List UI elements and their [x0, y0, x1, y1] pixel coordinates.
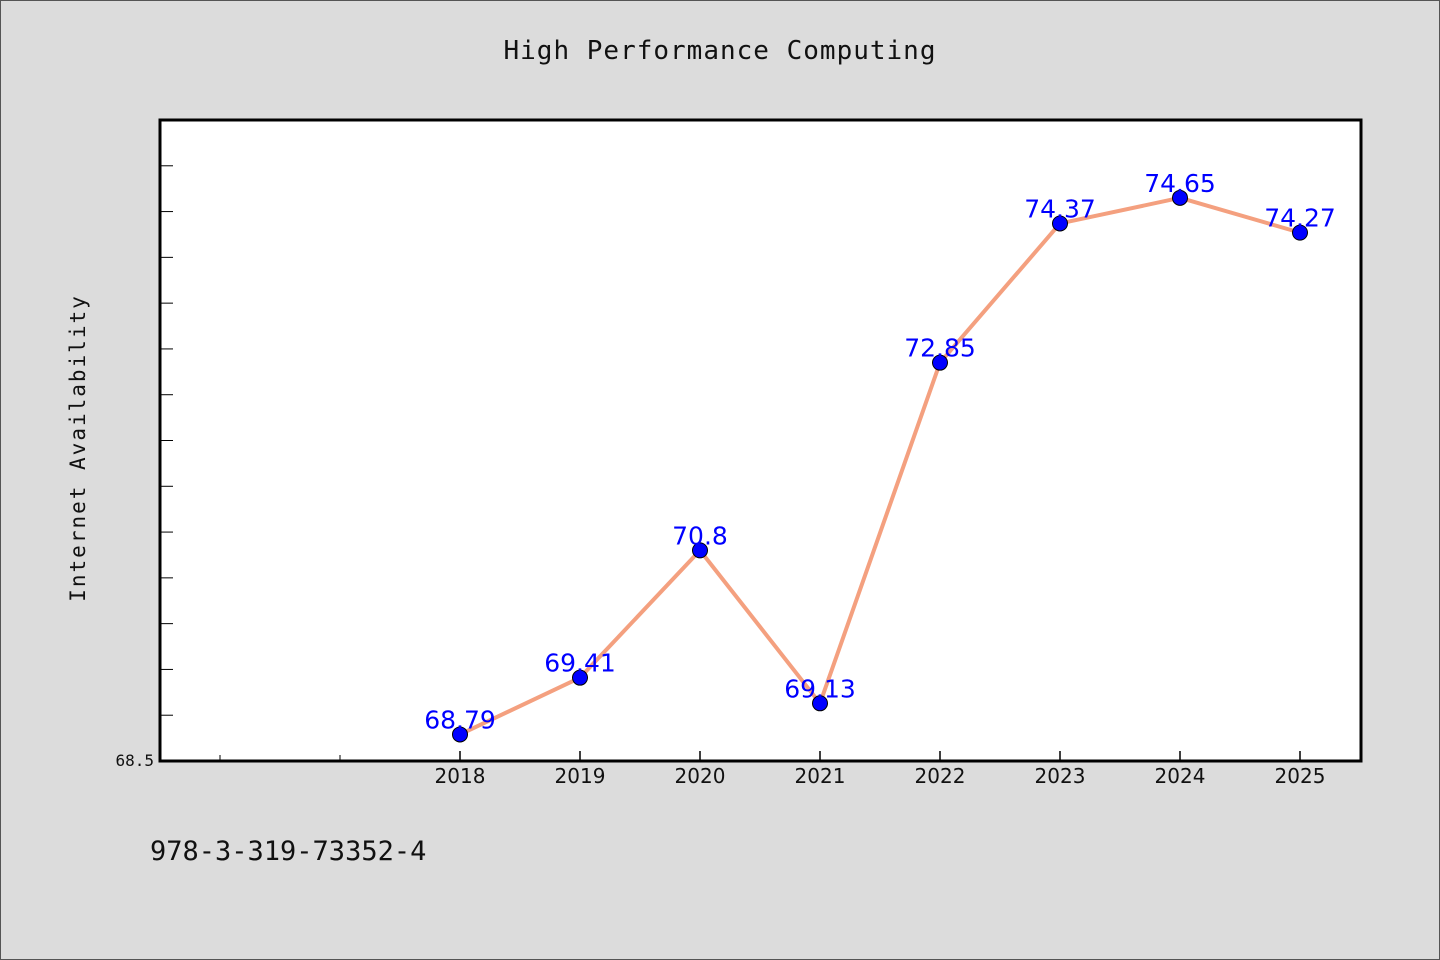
- x-tick-label: 2021: [795, 764, 846, 788]
- data-point: [1052, 215, 1068, 232]
- series-line: [458, 195, 1302, 737]
- data-label: 68.79: [424, 705, 496, 734]
- data-point: [1172, 189, 1188, 206]
- data-label: 74.65: [1144, 169, 1216, 198]
- isbn-note: 978-3-319-73352-4: [150, 836, 427, 867]
- data-point: [452, 726, 468, 743]
- plot-area: [158, 118, 1363, 763]
- x-tick-label: 2022: [915, 764, 966, 788]
- data-label: 70.8: [672, 521, 728, 550]
- data-label: 72.85: [904, 334, 976, 363]
- data-label: 69.41: [544, 649, 616, 678]
- chart-title: High Performance Computing: [503, 36, 937, 66]
- data-point: [572, 669, 588, 686]
- data-label: 74.37: [1024, 194, 1096, 223]
- x-tick-label: 2020: [675, 764, 726, 788]
- data-point: [1292, 224, 1308, 241]
- data-point: [812, 695, 828, 712]
- x-tick-label: 2025: [1275, 764, 1326, 788]
- y-tick-label: 68.5: [115, 751, 154, 770]
- x-tick-label: 2019: [555, 764, 606, 788]
- x-tick-label: 2018: [435, 764, 486, 788]
- x-tick-label: 2024: [1155, 764, 1206, 788]
- data-label: 74.27: [1264, 204, 1336, 233]
- data-point: [932, 354, 948, 371]
- data-point: [692, 542, 708, 559]
- data-label: 69.13: [784, 674, 856, 703]
- x-tick-label: 2023: [1035, 764, 1086, 788]
